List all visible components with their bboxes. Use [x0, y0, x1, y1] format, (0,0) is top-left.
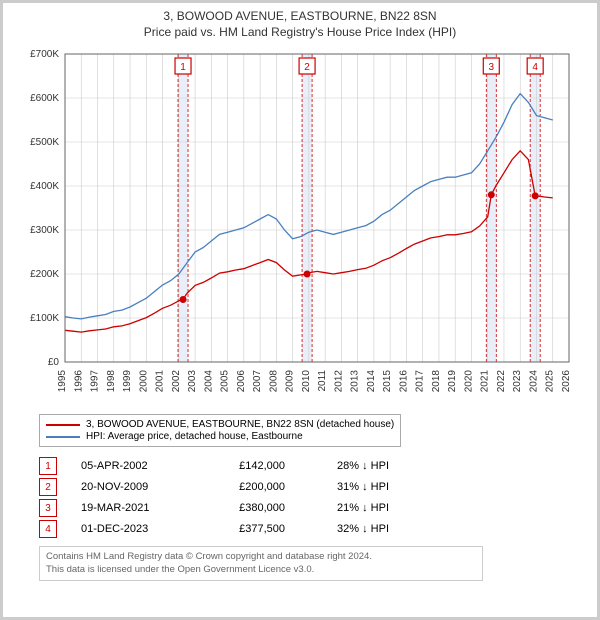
svg-text:2009: 2009: [285, 370, 296, 393]
svg-text:1997: 1997: [90, 370, 101, 393]
legend-swatch: [46, 424, 80, 426]
svg-text:2019: 2019: [447, 370, 458, 393]
svg-text:£700K: £700K: [30, 49, 59, 60]
svg-text:2014: 2014: [366, 370, 377, 393]
svg-text:2021: 2021: [480, 370, 491, 393]
sale-marker-number: 3: [45, 503, 51, 514]
svg-text:2011: 2011: [317, 370, 328, 392]
sale-price: £142,000: [205, 460, 285, 472]
svg-text:2024: 2024: [528, 370, 539, 393]
svg-text:4: 4: [532, 62, 538, 73]
svg-text:£0: £0: [48, 357, 60, 368]
svg-text:1: 1: [180, 62, 186, 73]
legend-label: HPI: Average price, detached house, East…: [86, 431, 303, 442]
svg-text:2015: 2015: [382, 370, 393, 393]
svg-text:1999: 1999: [122, 370, 133, 393]
svg-text:1996: 1996: [73, 370, 84, 393]
svg-text:2004: 2004: [203, 370, 214, 393]
legend-item: HPI: Average price, detached house, East…: [46, 431, 394, 442]
svg-text:£100K: £100K: [30, 313, 59, 324]
svg-text:3: 3: [489, 62, 495, 73]
sale-diff: 28% ↓ HPI: [309, 460, 389, 472]
sale-marker-box: 4: [39, 520, 57, 538]
sale-price: £380,000: [205, 502, 285, 514]
sales-table: 1 05-APR-2002 £142,000 28% ↓ HPI 2 20-NO…: [39, 457, 589, 538]
sale-marker-box: 3: [39, 499, 57, 517]
legend-label: 3, BOWOOD AVENUE, EASTBOURNE, BN22 8SN (…: [86, 419, 394, 430]
svg-text:2000: 2000: [138, 370, 149, 393]
svg-text:2007: 2007: [252, 370, 263, 393]
chart-area: 1 2 3 4 £0 £100K £200K £300K £400K £500K £600K £700…: [19, 48, 579, 408]
legend: 3, BOWOOD AVENUE, EASTBOURNE, BN22 8SN (…: [39, 414, 401, 447]
sale-date: 01-DEC-2023: [81, 523, 181, 535]
sale-diff: 31% ↓ HPI: [309, 481, 389, 493]
svg-text:£500K: £500K: [30, 137, 59, 148]
title-address: 3, BOWOOD AVENUE, EASTBOURNE, BN22 8SN: [11, 9, 589, 25]
legend-swatch: [46, 436, 80, 438]
svg-text:£600K: £600K: [30, 93, 59, 104]
svg-text:2020: 2020: [463, 370, 474, 393]
svg-text:£400K: £400K: [30, 181, 59, 192]
svg-text:2003: 2003: [187, 370, 198, 393]
svg-text:2016: 2016: [398, 370, 409, 393]
sale-date: 05-APR-2002: [81, 460, 181, 472]
svg-text:2010: 2010: [301, 370, 312, 393]
sale-date: 20-NOV-2009: [81, 481, 181, 493]
attribution-footer: Contains HM Land Registry data © Crown c…: [39, 546, 483, 581]
sale-price: £200,000: [205, 481, 285, 493]
sale-marker-box: 2: [39, 478, 57, 496]
svg-text:2022: 2022: [496, 370, 507, 393]
sale-marker-number: 1: [45, 461, 51, 472]
sale-diff: 21% ↓ HPI: [309, 502, 389, 514]
svg-text:2002: 2002: [171, 370, 182, 393]
table-row: 4 01-DEC-2023 £377,500 32% ↓ HPI: [39, 520, 589, 538]
svg-text:2026: 2026: [561, 370, 572, 393]
svg-text:£200K: £200K: [30, 269, 59, 280]
svg-text:2006: 2006: [236, 370, 247, 393]
svg-text:2008: 2008: [268, 370, 279, 393]
svg-text:2: 2: [304, 62, 310, 73]
footer-line: Contains HM Land Registry data © Crown c…: [46, 551, 476, 563]
svg-text:2013: 2013: [350, 370, 361, 393]
svg-text:2017: 2017: [415, 370, 426, 393]
table-row: 3 19-MAR-2021 £380,000 21% ↓ HPI: [39, 499, 589, 517]
svg-text:2012: 2012: [333, 370, 344, 393]
svg-text:2023: 2023: [512, 370, 523, 393]
svg-text:2018: 2018: [431, 370, 442, 393]
sale-marker-number: 4: [45, 524, 51, 535]
table-row: 2 20-NOV-2009 £200,000 31% ↓ HPI: [39, 478, 589, 496]
svg-text:1995: 1995: [57, 370, 68, 393]
table-row: 1 05-APR-2002 £142,000 28% ↓ HPI: [39, 457, 589, 475]
svg-text:£300K: £300K: [30, 225, 59, 236]
sale-date: 19-MAR-2021: [81, 502, 181, 514]
title-subtitle: Price paid vs. HM Land Registry's House …: [11, 25, 589, 41]
sale-diff: 32% ↓ HPI: [309, 523, 389, 535]
sale-marker-box: 1: [39, 457, 57, 475]
footer-line: This data is licensed under the Open Gov…: [46, 564, 476, 576]
sale-price: £377,500: [205, 523, 285, 535]
legend-item: 3, BOWOOD AVENUE, EASTBOURNE, BN22 8SN (…: [46, 419, 394, 430]
sale-marker-number: 2: [45, 482, 51, 493]
svg-text:1998: 1998: [106, 370, 117, 393]
line-chart: 1 2 3 4 £0 £100K £200K £300K £400K £500K £600K £700…: [19, 48, 579, 408]
svg-text:2025: 2025: [545, 370, 556, 393]
svg-text:2001: 2001: [155, 370, 166, 393]
chart-container: 3, BOWOOD AVENUE, EASTBOURNE, BN22 8SN P…: [0, 0, 600, 620]
svg-text:2005: 2005: [220, 370, 231, 393]
